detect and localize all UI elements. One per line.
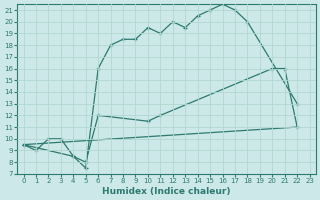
X-axis label: Humidex (Indice chaleur): Humidex (Indice chaleur) — [102, 187, 231, 196]
